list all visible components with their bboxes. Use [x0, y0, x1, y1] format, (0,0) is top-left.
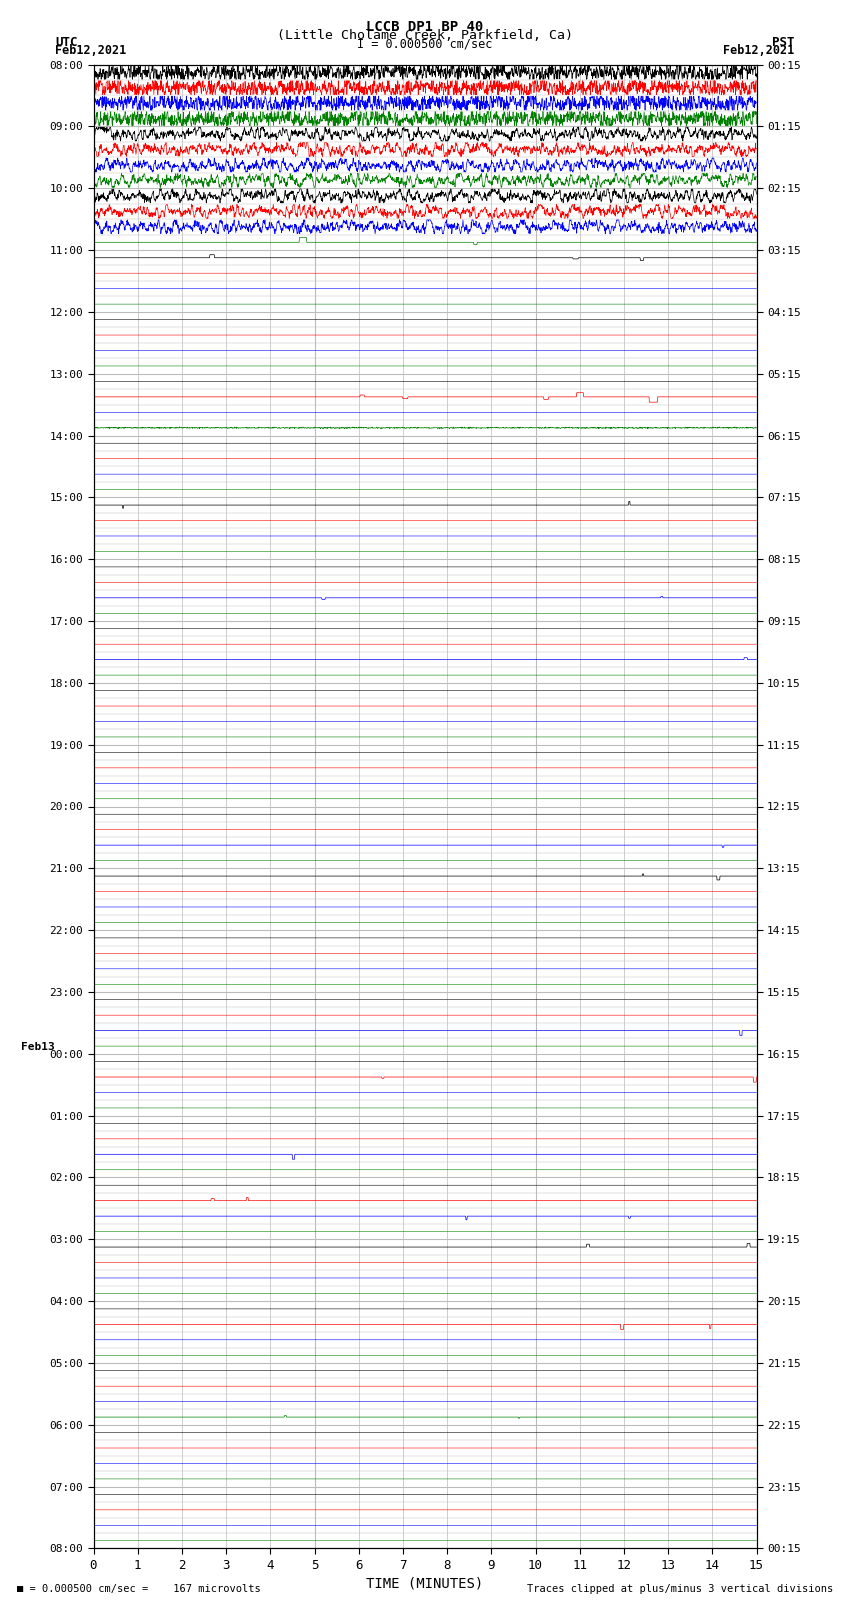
Text: PST: PST: [773, 37, 795, 50]
Text: Traces clipped at plus/minus 3 vertical divisions: Traces clipped at plus/minus 3 vertical …: [527, 1584, 833, 1594]
Text: (Little Cholame Creek, Parkfield, Ca): (Little Cholame Creek, Parkfield, Ca): [277, 29, 573, 42]
Text: UTC: UTC: [55, 37, 77, 50]
Text: I = 0.000500 cm/sec: I = 0.000500 cm/sec: [357, 37, 493, 52]
Text: ■ = 0.000500 cm/sec =    167 microvolts: ■ = 0.000500 cm/sec = 167 microvolts: [17, 1584, 261, 1594]
Text: LCCB DP1 BP 40: LCCB DP1 BP 40: [366, 19, 484, 34]
X-axis label: TIME (MINUTES): TIME (MINUTES): [366, 1576, 484, 1590]
Text: Feb13: Feb13: [21, 1042, 55, 1052]
Text: Feb12,2021: Feb12,2021: [723, 44, 795, 56]
Text: Feb12,2021: Feb12,2021: [55, 44, 127, 56]
